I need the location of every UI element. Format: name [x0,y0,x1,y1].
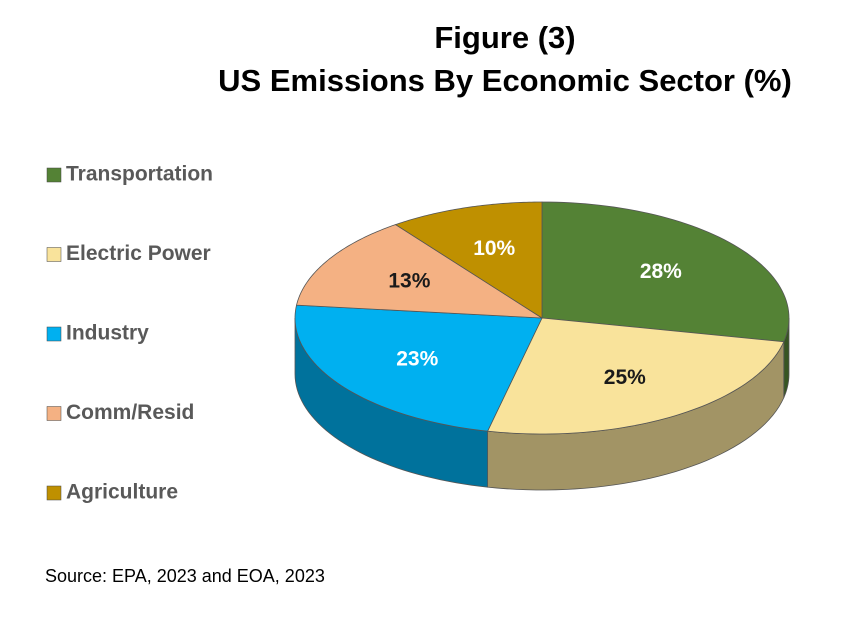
data-label: 10% [473,237,515,260]
legend-swatch [46,326,62,342]
slice [486,317,785,435]
slice [394,201,543,319]
legend-label: Comm/Resid [66,401,194,424]
data-label: 28% [640,260,682,283]
legend-swatch [46,406,62,421]
legend-label: Transportation [66,163,213,186]
slice [294,304,543,432]
data-label: 23% [396,347,438,370]
legend-swatch [46,167,62,183]
legend-swatch [46,247,62,262]
chart-subtitle: US Emissions By Economic Sector (%) [218,63,792,98]
legend-swatch [46,485,62,501]
legend-label: Electric Power [66,242,211,265]
slice [541,201,790,343]
data-label: 13% [388,270,430,293]
source-note: Source: EPA, 2023 and EOA, 2023 [45,566,325,586]
chart-title: Figure (3) [434,20,575,55]
legend-label: Industry [66,322,149,345]
data-label: 25% [604,366,646,389]
legend-label: Agriculture [66,481,178,504]
slice [296,224,544,319]
